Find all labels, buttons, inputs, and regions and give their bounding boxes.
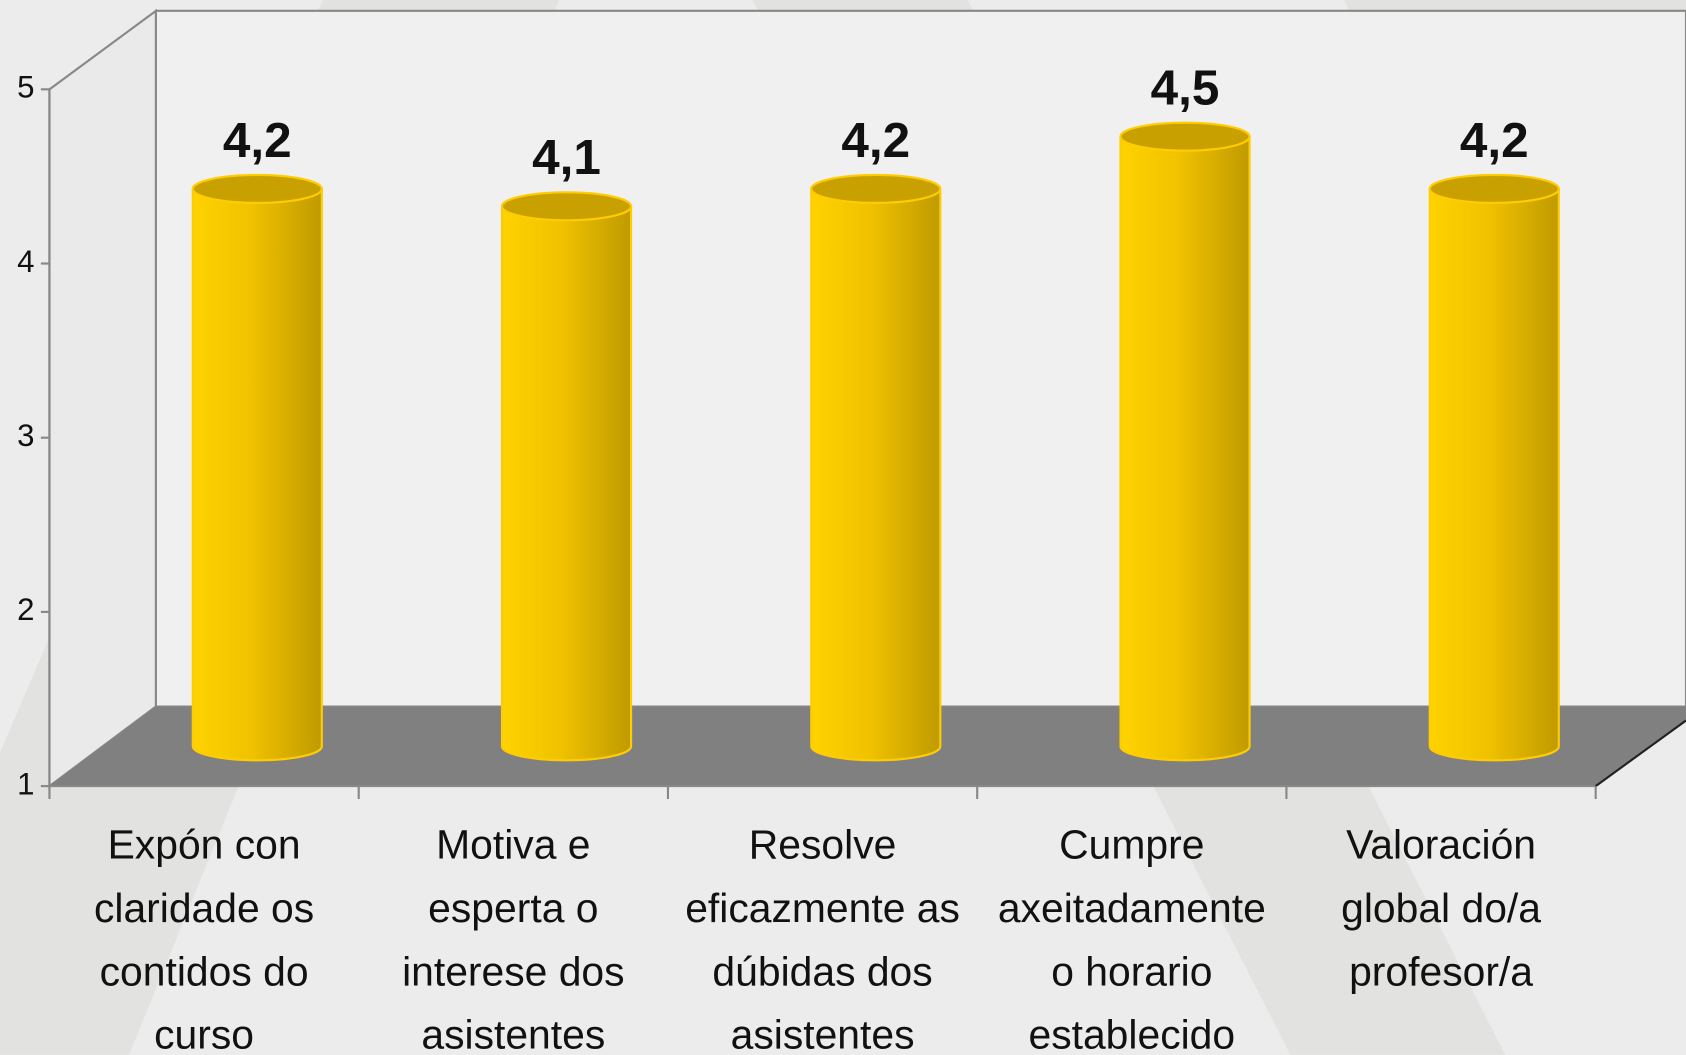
bar-top	[191, 173, 323, 204]
bar	[810, 187, 942, 762]
y-tick-label: 3	[17, 418, 34, 453]
bar-top	[810, 173, 942, 204]
value-label: 4,2	[841, 113, 910, 168]
value-label: 4,5	[1151, 61, 1220, 116]
side-wall	[48, 8, 157, 789]
bar-top	[1428, 173, 1560, 204]
y-tick-label: 5	[17, 70, 34, 105]
x-tick-label: Motiva e esperta o interese dos asistentes	[402, 821, 625, 1055]
x-tick-label: Cumpre axeitadamente o horario establecido	[998, 821, 1266, 1055]
x-tick-label: Expón con claridade os contidos do curso	[94, 821, 314, 1055]
bar	[191, 187, 323, 762]
x-tick-label: Valoración global do/a profesor/a	[1341, 821, 1541, 994]
bar	[500, 205, 633, 762]
value-label: 4,2	[223, 113, 292, 168]
bar-top	[1119, 121, 1251, 152]
y-tick-label: 1	[17, 766, 34, 801]
value-label: 4,1	[532, 130, 601, 185]
y-tick-label: 4	[17, 244, 34, 279]
bar-top	[500, 191, 633, 222]
x-tick-label: Resolve eficazmente as dúbidas dos asistent…	[685, 821, 960, 1055]
bar	[1428, 187, 1560, 762]
y-tick-label: 2	[17, 592, 34, 627]
value-label: 4,2	[1460, 113, 1529, 168]
bar	[1119, 135, 1251, 762]
floor-edge	[1595, 719, 1686, 787]
